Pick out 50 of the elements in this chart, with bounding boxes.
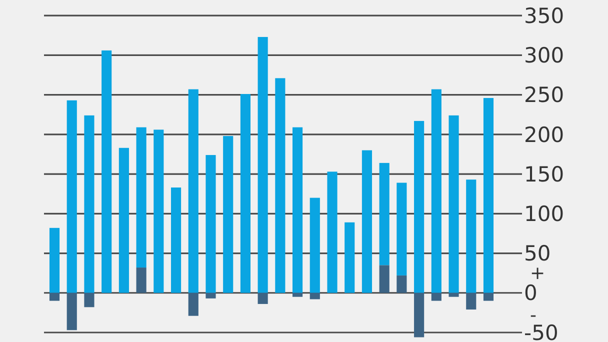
bar [136,127,146,268]
y-tick-label: -50 [524,320,558,342]
bar [240,94,250,293]
bar [431,89,442,293]
y-tick-label: 250 [524,83,564,108]
bar [136,268,146,293]
bar [292,292,303,297]
bar [206,292,216,298]
bar [396,182,407,276]
bar [466,180,476,293]
y-tick-label: 300 [524,44,564,68]
bar [414,292,424,338]
bar [292,127,303,293]
bar [102,50,112,293]
y-tick-label: 150 [524,162,564,186]
bar [188,89,198,293]
bar [327,172,338,293]
bar [170,188,182,293]
bar [118,148,129,293]
y-tick-label: 50 [524,242,551,266]
bar [448,292,459,297]
bar [379,265,390,293]
bar [483,98,494,293]
bar [379,162,390,266]
bar [258,292,268,304]
bar [206,155,216,293]
y-tick-label: 200 [524,122,564,147]
y-tick-label: 350 [524,4,564,28]
bar [396,275,407,293]
bar [275,78,286,293]
bar [223,136,234,293]
bar [84,115,94,293]
bar [66,100,77,293]
bar [310,198,320,293]
bar [258,36,268,293]
bar [448,115,459,293]
bar [362,150,372,293]
bar [154,130,164,293]
bar [49,292,60,301]
bar [49,228,60,293]
bar [66,292,77,330]
bar [431,292,442,301]
bar [483,292,494,301]
bar [310,292,320,300]
bar [466,292,476,310]
bar [414,120,424,293]
y-tick-label: 100 [524,202,564,226]
bar [344,222,355,293]
bar [84,292,94,308]
bar [188,292,198,316]
